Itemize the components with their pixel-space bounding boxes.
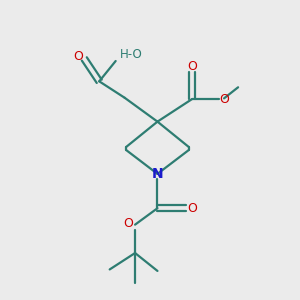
Text: O: O bbox=[220, 93, 230, 106]
Text: O: O bbox=[187, 60, 197, 73]
Text: N: N bbox=[152, 167, 163, 181]
Text: H-O: H-O bbox=[120, 48, 142, 61]
Text: O: O bbox=[124, 217, 134, 230]
Text: O: O bbox=[73, 50, 83, 63]
Text: O: O bbox=[187, 202, 197, 215]
